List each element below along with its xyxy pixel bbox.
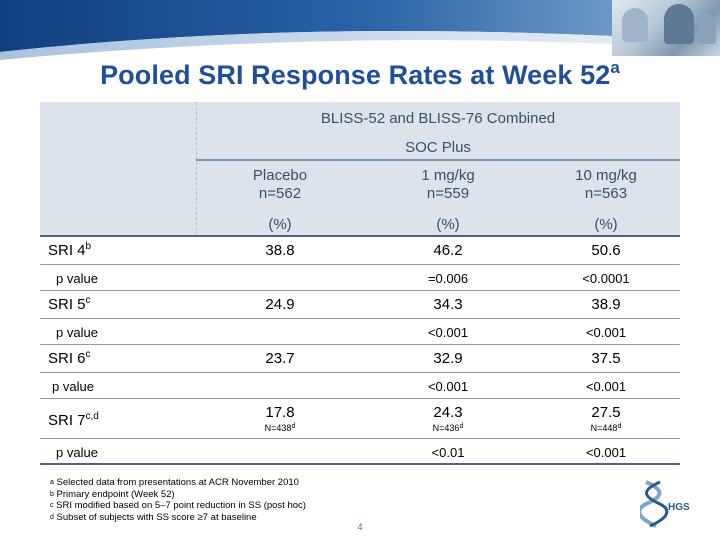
column-header-10mg: 10 mg/kg	[575, 167, 637, 184]
footnote: a Selected data from presentations at AC…	[50, 477, 299, 488]
table-header-background	[40, 102, 680, 235]
p-value-cell: <0.0001	[582, 271, 630, 286]
table-cell: 34.3	[433, 296, 463, 313]
p-value-cell: <0.001	[427, 325, 469, 340]
table-cell: 37.5	[591, 350, 621, 367]
p-value-cell: <0.001	[585, 379, 627, 394]
table-rule	[40, 318, 680, 319]
subset-n-cell: N=438d	[264, 423, 296, 433]
table-cell: 27.5	[591, 404, 621, 421]
page-number: 4	[357, 522, 363, 532]
banner-swoosh	[0, 0, 612, 60]
column-n-10mg: n=563	[584, 185, 628, 202]
p-value-cell: <0.001	[585, 445, 627, 460]
logo-text: HGS	[668, 502, 690, 513]
table-cell: 38.8	[265, 242, 295, 259]
row-label-sri6: SRI 6c	[48, 349, 91, 367]
footnote: b Primary endpoint (Week 52)	[50, 488, 175, 500]
table-rule	[40, 372, 680, 373]
subset-n-cell: N=448d	[590, 423, 622, 433]
p-value-label: p value	[56, 325, 98, 340]
table-rule	[40, 438, 680, 439]
row-label-sri5: SRI 5c	[48, 295, 91, 313]
photo-figure-shape	[698, 14, 716, 44]
table-rule	[40, 398, 680, 399]
helix-icon	[637, 480, 669, 528]
table-rule	[40, 235, 680, 237]
column-header-1mg: 1 mg/kg	[421, 167, 475, 184]
footnote: c SRI modified based on 5–7 point reduct…	[50, 500, 306, 511]
hgs-logo: HGS	[637, 480, 700, 528]
p-value-cell: <0.01	[431, 445, 465, 460]
header-divider	[196, 102, 197, 235]
table-cell: 24.9	[265, 296, 295, 313]
header-photo	[612, 0, 720, 56]
p-value-label: p value	[56, 445, 98, 460]
table-cell: 17.8	[265, 404, 295, 421]
group-header: BLISS-52 and BLISS-76 Combined	[320, 110, 556, 127]
column-unit-placebo: (%)	[268, 216, 292, 233]
table-rule	[40, 290, 680, 291]
column-unit-1mg: (%)	[436, 216, 460, 233]
header-banner	[0, 0, 720, 70]
footnotes: a Selected data from presentations at AC…	[50, 477, 306, 523]
table-cell: 38.9	[591, 296, 621, 313]
table-cell: 32.9	[433, 350, 463, 367]
column-n-1mg: n=559	[426, 185, 470, 202]
footnote: d Subset of subjects with SS score ≥7 at…	[50, 511, 257, 523]
subset-n-cell: N=436d	[432, 423, 464, 433]
column-n-placebo: n=562	[258, 185, 302, 202]
table-cell: 23.7	[265, 350, 295, 367]
p-value-cell: =0.006	[427, 271, 469, 286]
photo-figure-shape	[622, 8, 648, 42]
table-cell: 50.6	[591, 242, 621, 259]
table-rule	[40, 344, 680, 345]
p-value-label: p value	[56, 271, 98, 286]
sub-header: SOC Plus	[405, 139, 471, 156]
slide-title: Pooled SRI Response Rates at Week 52a	[100, 58, 620, 90]
column-unit-10mg: (%)	[594, 216, 618, 233]
table-cell: 24.3	[433, 404, 463, 421]
p-value-cell: <0.001	[427, 379, 469, 394]
column-header-placebo: Placebo	[252, 167, 308, 184]
table-rule	[40, 264, 680, 265]
row-label-sri7: SRI 7c,d	[48, 411, 99, 429]
p-value-label: p value	[52, 379, 94, 394]
table-rule	[40, 463, 680, 465]
row-label-sri4: SRI 4b	[48, 241, 92, 259]
p-value-cell: <0.001	[585, 325, 627, 340]
photo-figure-shape	[664, 4, 694, 44]
soc-plus-underline	[196, 159, 680, 161]
table-cell: 46.2	[433, 242, 463, 259]
